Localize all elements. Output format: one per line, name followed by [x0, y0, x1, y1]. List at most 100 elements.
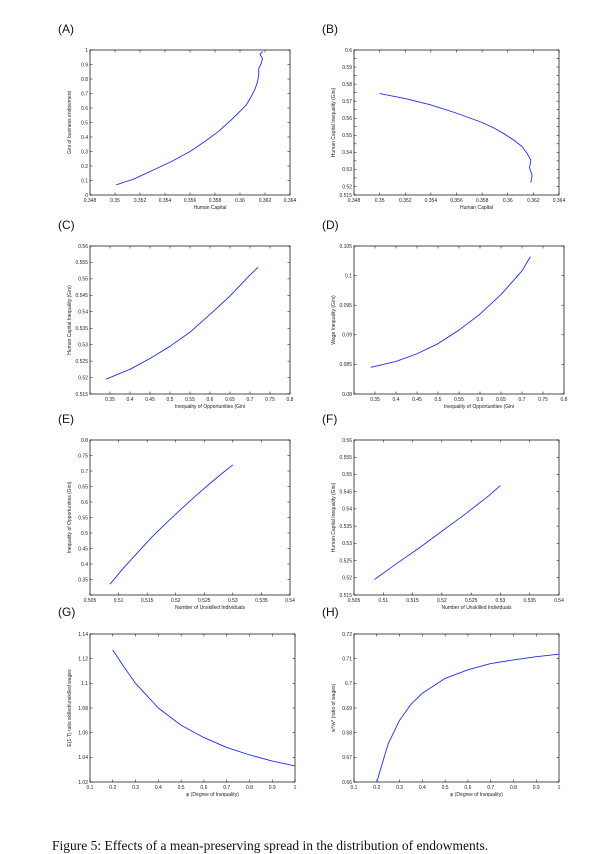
x-tick-label: 0.9: [533, 785, 540, 791]
x-tick-label: 0.53: [496, 598, 506, 604]
y-tick-label: 0.4: [81, 135, 88, 141]
x-tick-label: 0.7: [487, 785, 494, 791]
x-tick-label: 0.2: [109, 785, 116, 791]
x-tick-label: 0.9: [269, 785, 276, 791]
y-tick-label: 0.7: [81, 469, 88, 475]
x-axis-label: φ (Degree of Inequality): [186, 792, 239, 798]
x-tick-label: 0.75: [265, 397, 275, 403]
x-tick-label: 1: [294, 785, 297, 791]
x-tick-label: 0.4: [155, 785, 162, 791]
y-axis-label: Gini of business endowment: [67, 90, 73, 153]
y-tick-label: 0.75: [78, 453, 88, 459]
plot-frame: [353, 245, 565, 395]
y-tick-label: 0.535: [339, 524, 352, 530]
y-tick-label: 1.02: [78, 780, 88, 786]
panel-label: (A): [58, 22, 74, 36]
x-tick-label: 0.352: [134, 198, 147, 204]
chart-svg-a: 0.348 0.35 0.352 0.354 0.356 0.358 0.36 0.362 0.…: [67, 48, 296, 211]
y-tick-label: 0.3: [81, 149, 88, 155]
y-tick-label: 0.1: [345, 273, 352, 279]
x-tick-label: 0.354: [425, 198, 438, 204]
y-tick-label: 0.59: [342, 65, 352, 71]
y-tick-label: 0.56: [78, 244, 88, 250]
y-axis-label: Human Capital Inequality (Gini): [331, 87, 337, 157]
y-tick-label: 0.1: [81, 178, 88, 184]
x-tick-label: 0.52: [171, 598, 181, 604]
x-axis-label: φ (Degree of Inequality): [450, 792, 503, 798]
chart-panel-e: (E) 0.505 0.51 0.515 0.52 0.525 0.53 0.535 0.54 0…: [52, 412, 352, 617]
x-tick-label: 0.535: [523, 598, 536, 604]
x-tick-label: 0.55: [454, 397, 464, 403]
y-tick-label: 0.54: [342, 507, 352, 513]
chart-svg-b: 0.348 0.35 0.352 0.354 0.356 0.358 0.36 0.362 0.…: [331, 48, 565, 211]
series-line: [116, 51, 263, 186]
y-tick-label: 0.52: [342, 576, 352, 582]
panel-label: (G): [58, 605, 76, 619]
panel-label: (D): [322, 218, 339, 232]
y-tick-label: 0.69: [342, 706, 352, 712]
y-tick-label: 1.1: [81, 681, 88, 687]
y-tick-label: 1.04: [78, 755, 88, 761]
plot-frame: [89, 49, 291, 196]
x-tick-label: 0.525: [465, 598, 478, 604]
chart-svg-h: 0.1 0.2 0.3 0.4 0.5 0.6 0.7 0.8 0.9 1 0.66 0.67 0.68…: [331, 632, 561, 798]
x-tick-label: 0.53: [228, 598, 238, 604]
y-tick-label: 0.55: [78, 277, 88, 283]
y-tick-label: 0.515: [339, 593, 352, 599]
y-tick-label: 1.08: [78, 706, 88, 712]
x-tick-label: 1: [558, 785, 561, 791]
x-tick-label: 0.51: [114, 598, 124, 604]
x-tick-label: 0.52: [437, 598, 447, 604]
x-tick-label: 0.505: [84, 598, 97, 604]
plot-frame: [353, 439, 560, 596]
y-tick-label: 0.5: [81, 531, 88, 537]
x-tick-label: 0.51: [378, 598, 388, 604]
y-tick-label: 0.56: [342, 438, 352, 444]
x-tick-label: 0.35: [375, 198, 385, 204]
y-tick-label: 0.52: [78, 375, 88, 381]
x-tick-label: 0.8: [287, 397, 294, 403]
x-tick-label: 0.5: [435, 397, 442, 403]
x-tick-label: 0.348: [348, 198, 361, 204]
x-tick-label: 0.525: [198, 598, 211, 604]
plot-frame: [89, 245, 291, 395]
y-axis-label: w*/w* (ratio of wages): [331, 683, 337, 732]
y-tick-label: 0.515: [339, 193, 352, 199]
y-tick-label: 0.085: [339, 362, 352, 368]
y-tick-label: 0.35: [78, 577, 88, 583]
y-tick-label: 0.58: [342, 82, 352, 88]
x-tick-label: 0.358: [476, 198, 489, 204]
y-tick-label: 0.6: [345, 48, 352, 54]
y-tick-label: 0.8: [81, 77, 88, 83]
series-line: [105, 267, 259, 380]
y-tick-label: 0.535: [75, 326, 88, 332]
figure-caption: Figure 5: Effects of a mean-preserving s…: [52, 838, 489, 853]
series-line: [370, 256, 531, 368]
y-tick-label: 0.525: [339, 558, 352, 564]
x-tick-label: 0.4: [127, 397, 134, 403]
y-tick-label: 0.55: [78, 515, 88, 521]
x-axis-label: Human Capital: [193, 205, 226, 211]
x-tick-label: 0.6: [477, 397, 484, 403]
y-tick-label: 0.55: [342, 133, 352, 139]
y-tick-label: 0.67: [342, 755, 352, 761]
y-tick-label: 0.6: [81, 106, 88, 112]
x-tick-label: 0.8: [561, 397, 568, 403]
x-tick-label: 0.3: [396, 785, 403, 791]
x-tick-label: 0.6: [207, 397, 214, 403]
x-tick-label: 0.5: [178, 785, 185, 791]
y-tick-label: 0.72: [342, 632, 352, 638]
y-tick-label: 0.54: [78, 310, 88, 316]
chart-svg-d: 0.35 0.4 0.45 0.5 0.55 0.6 0.65 0.7 0.75 0.8 0.08 0…: [331, 244, 568, 410]
y-tick-label: 0.6: [81, 500, 88, 506]
x-tick-label: 0.5: [442, 785, 449, 791]
panel-label: (E): [58, 412, 74, 426]
series-line: [112, 649, 296, 767]
chart-svg-g: 0.1 0.2 0.3 0.4 0.5 0.6 0.7 0.8 0.9 1 1.02 1.04 1.06…: [67, 632, 297, 798]
x-tick-label: 0.1: [351, 785, 358, 791]
chart-panel-d: (D) 0.35 0.4 0.45 0.5 0.55 0.6 0.65 0.7 0.75 0.8 0.…: [316, 218, 605, 423]
x-tick-label: 0.354: [159, 198, 172, 204]
x-tick-label: 0.535: [255, 598, 268, 604]
series-line: [376, 653, 560, 783]
x-tick-label: 0.75: [538, 397, 548, 403]
